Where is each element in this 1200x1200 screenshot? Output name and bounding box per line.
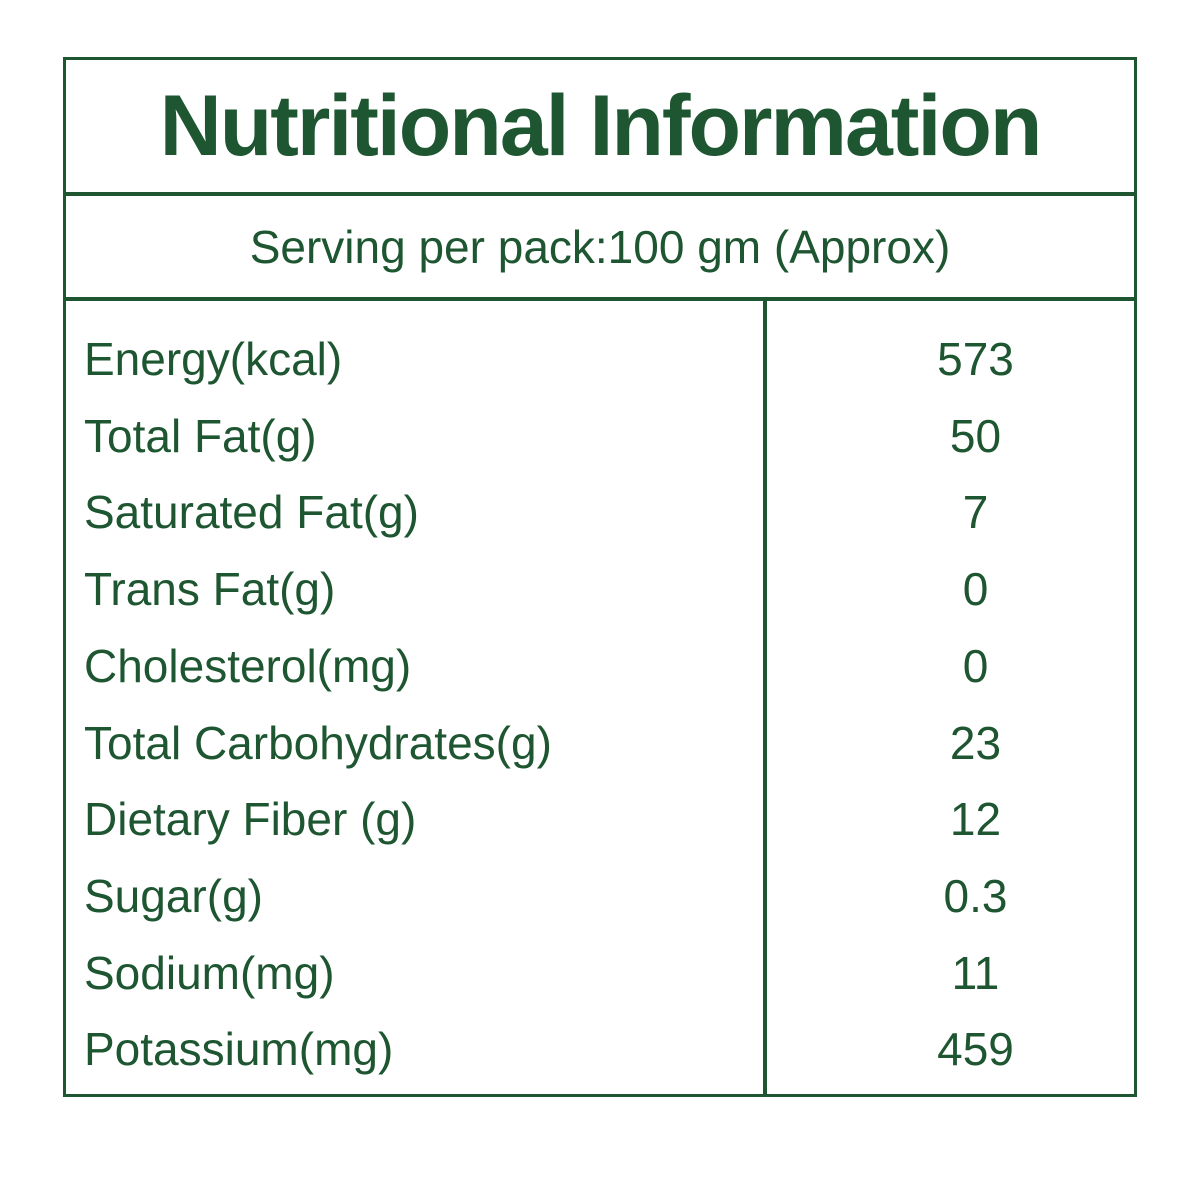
nutrient-name: Trans Fat(g): [84, 563, 336, 616]
nutrient-name: Energy(kcal): [84, 333, 343, 386]
nutrient-value: 50: [949, 409, 1002, 462]
nutrient-name: Saturated Fat(g): [84, 486, 419, 539]
nutrient-value: 0: [962, 563, 989, 616]
nutrient-name: Cholesterol(mg): [84, 639, 412, 692]
nutrient-name: Sodium(mg): [84, 946, 335, 999]
nutrient-value: 23: [949, 716, 1002, 769]
nutrient-name: Total Fat(g): [84, 409, 317, 462]
nutrition-label-box: Nutritional Information Serving per pack…: [63, 57, 1137, 1097]
title-section: Nutritional Information: [66, 60, 1134, 196]
nutrient-value: 459: [937, 1023, 1014, 1076]
nutrient-value: 7: [962, 486, 989, 539]
nutrient-value: 0.3: [943, 869, 1008, 922]
nutrient-name: Dietary Fiber (g): [84, 793, 417, 846]
nutrient-name: Sugar(g): [84, 869, 263, 922]
nutrient-name: Potassium(mg): [84, 1023, 394, 1076]
label-title: Nutritional Information: [159, 77, 1043, 174]
serving-info: Serving per pack:100 gm (Approx): [66, 196, 1134, 301]
nutrient-name: Total Carbohydrates(g): [84, 716, 552, 769]
nutrient-value: 12: [949, 793, 1002, 846]
nutrient-table: Energy(kcal) 573 Total Fat(g) 50 Saturat…: [66, 301, 1134, 1094]
nutrient-value: 0: [962, 639, 989, 692]
nutrient-value: 11: [951, 946, 1000, 999]
nutrient-value: 573: [937, 333, 1014, 386]
